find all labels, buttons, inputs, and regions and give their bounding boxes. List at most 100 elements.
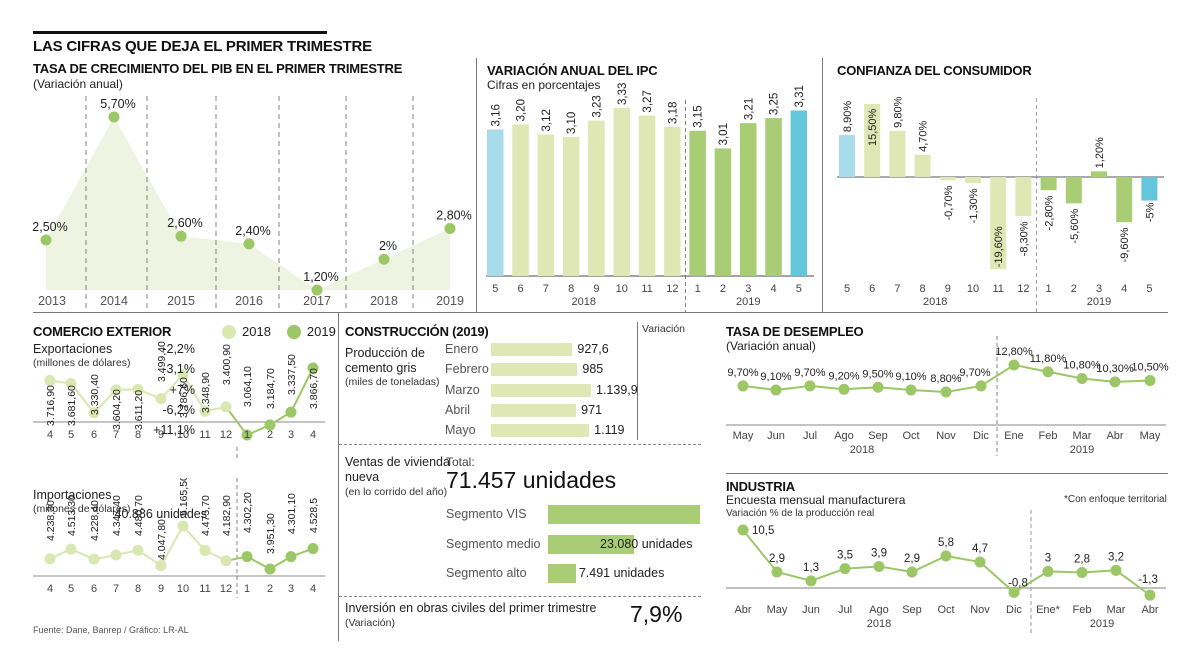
desempleo-point xyxy=(770,384,782,396)
pib-point xyxy=(311,284,323,296)
import-value-label: 4.047,80 xyxy=(156,519,168,560)
industria-note: *Con enfoque territorial xyxy=(1064,494,1167,505)
trade-point xyxy=(44,553,56,565)
industria-month-label: Abr xyxy=(1141,604,1158,616)
export-value-label: 3.716,90 xyxy=(45,385,57,426)
desempleo-point xyxy=(1144,375,1156,387)
pib-title: TASA DE CRECIMIENTO DEL PIB EN EL PRIMER… xyxy=(33,61,403,76)
confianza-bar xyxy=(965,177,981,184)
vivienda-title: Ventas de vivienda nueva xyxy=(345,455,450,484)
trade-point xyxy=(65,377,77,389)
pib-point xyxy=(444,222,456,234)
industria-value-label: 1,3 xyxy=(803,562,819,574)
industria-value-label: 3,9 xyxy=(871,547,887,559)
export-subtitle: (millones de dólares) xyxy=(33,357,131,369)
industria-point xyxy=(974,556,986,568)
industria-value-label: 5,8 xyxy=(938,537,954,549)
export-value-label: 3.184,70 xyxy=(265,368,277,409)
industria-value-label: 4,7 xyxy=(972,543,988,555)
confianza-title: CONFIANZA DEL CONSUMIDOR xyxy=(837,63,1032,78)
export-value-label: 3.330,40 xyxy=(89,374,101,415)
trade-month-label: 5 xyxy=(68,429,74,441)
import-title: Importaciones xyxy=(33,488,112,502)
import-value-label: 4.182,90 xyxy=(221,495,233,536)
desempleo-title: TASA DE DESEMPLEO xyxy=(726,324,864,339)
ipc-bar xyxy=(512,124,529,276)
ipc-bar xyxy=(638,115,656,276)
divider xyxy=(726,473,1168,474)
cemento-bar xyxy=(491,424,590,437)
confianza-bar xyxy=(1141,177,1158,201)
trade-month-label: 1 xyxy=(244,583,250,595)
pib-area xyxy=(46,117,450,290)
confianza-month-label: 10 xyxy=(967,283,979,295)
ipc-bar xyxy=(790,110,808,277)
industria-value-label: 2,9 xyxy=(904,553,920,565)
trade-point xyxy=(199,405,211,417)
industria-point xyxy=(873,560,885,572)
confianza-value-label: 9,80% xyxy=(892,96,904,127)
trade-point xyxy=(110,549,122,561)
confianza-chart: 8,90% 5 15,50% 6 9,80% 7 4,70% 8 -0,70% 9 -1,30% 10… xyxy=(837,96,1164,312)
ipc-bar xyxy=(613,108,630,276)
desempleo-point xyxy=(1008,359,1020,371)
trade-point xyxy=(110,384,122,396)
confianza-value-label: 15,50% xyxy=(867,108,879,146)
industria-point xyxy=(906,566,918,578)
trade-point xyxy=(264,563,276,575)
trade-point xyxy=(177,520,189,532)
import-value-label: 4.528,5 xyxy=(308,498,320,533)
trade-point xyxy=(307,362,319,374)
ipc-value-label: 3,31 xyxy=(794,85,806,107)
obras-value: 7,9% xyxy=(630,601,683,627)
confianza-bar xyxy=(864,104,881,177)
cemento-value-label: 1.119 xyxy=(594,423,625,437)
cemento-row: Abril 971 -6,2% xyxy=(0,403,700,419)
vivienda-segment-label: Segmento VIS xyxy=(446,507,527,521)
desempleo-year-label: 2018 xyxy=(850,444,874,456)
cemento-title: Producción de cemento gris xyxy=(345,346,425,375)
export-title: Exportaciones xyxy=(33,342,113,356)
pib-point xyxy=(40,234,52,246)
importaciones-chart: 4 5 6 7 8 9 10 11 12 1 2 3 44.238,30 4.513,30 4.228,40… xyxy=(33,478,325,598)
ipc-value-label: 3,12 xyxy=(541,109,553,131)
desempleo-month-label: Jul xyxy=(803,430,817,442)
trade-point xyxy=(285,406,297,418)
cemento-row: Mayo 1.119 +11,1% xyxy=(0,423,700,439)
confianza-bar xyxy=(1116,177,1133,223)
cemento-row: Febrero 985 -3,1% xyxy=(0,362,700,378)
import-value-label: 4.238,30 xyxy=(45,500,57,541)
pib-year-label: 2017 xyxy=(303,294,331,308)
ipc-value-label: 3,27 xyxy=(642,90,654,112)
desempleo-value-label: 12,80% xyxy=(995,346,1033,358)
industria-ylabel: Variación % de la producción real xyxy=(726,508,875,519)
ipc-value-label: 3,16 xyxy=(490,104,502,126)
vivienda-bar xyxy=(548,564,576,583)
cemento-row: Enero 927,6 -2,2% xyxy=(0,342,700,358)
obras-title: Inversión en obras civiles del primer tr… xyxy=(345,601,597,615)
trade-month-label: 5 xyxy=(68,583,74,595)
vivienda-value-label: 23.080 unidades xyxy=(600,537,693,551)
ipc-bar xyxy=(689,130,706,276)
cemento-value-label: 927,6 xyxy=(577,342,609,356)
import-value-label: 4.347,40 xyxy=(111,495,123,536)
pib-value-label: 2,40% xyxy=(235,224,270,238)
confianza-bar xyxy=(1015,177,1032,217)
divider xyxy=(822,58,823,312)
desempleo-point xyxy=(1042,366,1054,378)
import-value-label: 4.228,40 xyxy=(89,500,101,541)
trade-point xyxy=(132,383,144,395)
ipc-month-label: 9 xyxy=(593,283,599,295)
confianza-value-label: -9,60% xyxy=(1119,227,1131,262)
exportaciones-chart: 4 5 6 7 8 9 10 11 12 1 2 3 43.716,90 3.681,60 3.330,40… xyxy=(33,341,325,458)
trade-month-label: 9 xyxy=(158,429,164,441)
ipc-bar xyxy=(588,120,605,276)
import-value-label: 4.475,70 xyxy=(200,495,212,536)
ipc-year-label: 2018 xyxy=(572,296,596,308)
vivienda-bar xyxy=(548,505,700,524)
desempleo-value-label: 9,20% xyxy=(828,370,859,382)
divider xyxy=(339,596,701,597)
trade-month-label: 7 xyxy=(113,429,119,441)
divider xyxy=(338,313,339,641)
vivienda-row: Segmento alto 7.491 unidades xyxy=(0,564,710,584)
